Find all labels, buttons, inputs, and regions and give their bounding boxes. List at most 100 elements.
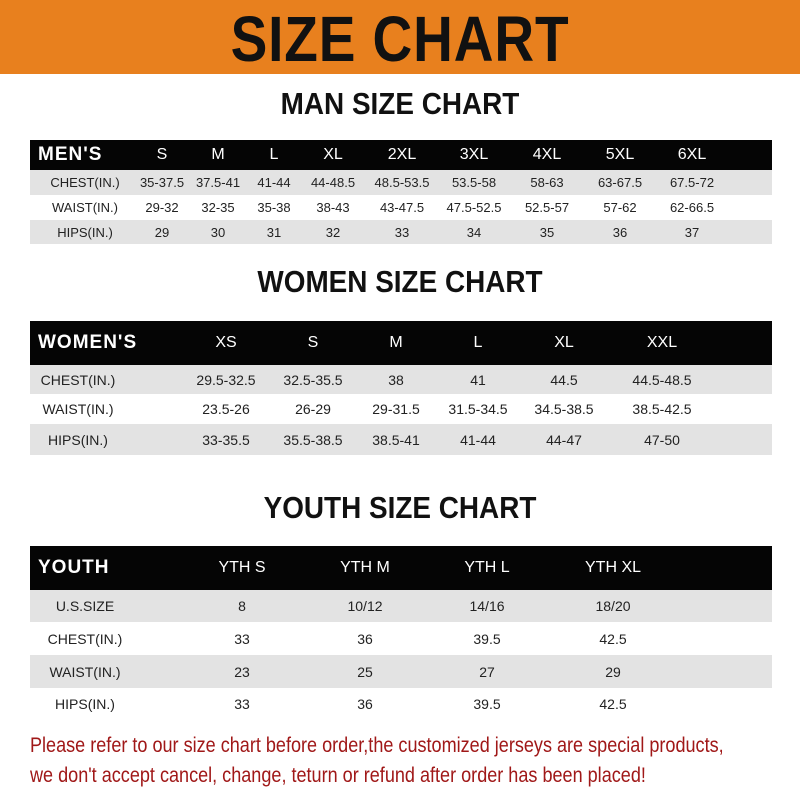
size-column-header: M bbox=[389, 334, 403, 351]
measurement-label: WAIST(IN.) bbox=[42, 401, 114, 417]
table-row: CHEST(IN.) 35-37.5 37.5-41 41-44 44-48.5 48.5… bbox=[30, 170, 772, 195]
table-cell: 41 bbox=[470, 371, 486, 388]
table-cell: 32 bbox=[325, 224, 341, 240]
table-cell: 42.5 bbox=[599, 630, 627, 647]
size-column-header: 4XL bbox=[532, 146, 562, 163]
size-column-header: L bbox=[473, 334, 483, 351]
table-cell: 42.5 bbox=[599, 696, 627, 712]
table-cell: 39.5 bbox=[473, 630, 501, 647]
measurement-label: WAIST(IN.) bbox=[52, 200, 118, 215]
table-row: CHEST(IN.) 33 36 39.5 42.5 bbox=[30, 622, 772, 655]
table-cell: 33 bbox=[234, 630, 250, 647]
table-cell: 29 bbox=[605, 663, 621, 680]
table-cell: 48.5-53.5 bbox=[374, 175, 430, 190]
size-column-header: M bbox=[211, 146, 225, 163]
table-cell: 33 bbox=[394, 224, 410, 240]
table-row: WAIST(IN.) 23.5-26 26-29 29-31.5 31.5-34.5 34… bbox=[30, 394, 772, 424]
size-column-header: XXL bbox=[646, 334, 678, 351]
youth-section-title: YOUTH SIZE CHART bbox=[263, 490, 537, 525]
size-column-header: L bbox=[269, 146, 279, 163]
table-cell: 44.5 bbox=[550, 371, 578, 388]
measurement-label: CHEST(IN.) bbox=[40, 371, 116, 388]
size-column-header: 6XL bbox=[677, 146, 707, 163]
footer-notice-line-1: Please refer to our size chart before or… bbox=[30, 734, 724, 757]
size-column-header: XL bbox=[554, 334, 574, 351]
men-section-title: MAN SIZE CHART bbox=[280, 86, 520, 121]
youth-header-row: YOUTH YTH S YTH M YTH L YTH XL bbox=[30, 546, 772, 590]
table-cell: 33-35.5 bbox=[202, 431, 250, 448]
size-column-header: S bbox=[307, 334, 319, 351]
table-category-label: WOMEN'S bbox=[38, 332, 138, 353]
table-cell: 52.5-57 bbox=[524, 200, 570, 215]
table-cell: 44.5-48.5 bbox=[632, 371, 692, 388]
measurement-label: HIPS(IN.) bbox=[57, 224, 113, 240]
table-cell: 39.5 bbox=[473, 696, 501, 712]
size-column-header: 5XL bbox=[605, 146, 635, 163]
women-header-row: WOMEN'S XS S M L XL XXL bbox=[30, 321, 772, 365]
table-cell: 34 bbox=[466, 224, 482, 240]
table-cell: 18/20 bbox=[595, 598, 631, 614]
table-cell: 38.5-42.5 bbox=[632, 401, 692, 417]
table-cell: 31 bbox=[266, 224, 282, 240]
measurement-label: CHEST(IN.) bbox=[47, 630, 123, 647]
table-cell: 23 bbox=[234, 663, 250, 680]
table-row: U.S.SIZE 8 10/12 14/16 18/20 bbox=[30, 590, 772, 622]
size-column-header: XS bbox=[215, 334, 237, 351]
table-cell: 38.5-41 bbox=[372, 431, 420, 448]
size-column-header: YTH L bbox=[464, 559, 510, 576]
table-cell: 36 bbox=[357, 630, 373, 647]
table-cell: 35 bbox=[539, 224, 555, 240]
table-cell: 10/12 bbox=[347, 598, 383, 614]
table-cell: 41-44 bbox=[257, 175, 291, 190]
table-cell: 35-37.5 bbox=[139, 175, 185, 190]
table-row: WAIST(IN.) 23 25 27 29 bbox=[30, 655, 772, 688]
table-cell: 38 bbox=[388, 371, 404, 388]
footer-notice-line-2: we don't accept cancel, change, teturn o… bbox=[30, 764, 646, 787]
measurement-label: CHEST(IN.) bbox=[50, 175, 120, 190]
table-category-label: YOUTH bbox=[38, 557, 110, 578]
banner: SIZE CHART bbox=[0, 0, 800, 75]
table-cell: 57-62 bbox=[603, 200, 637, 215]
table-cell: 37 bbox=[684, 224, 700, 240]
table-cell: 29 bbox=[154, 224, 170, 240]
table-cell: 25 bbox=[357, 663, 373, 680]
table-cell: 29-32 bbox=[145, 200, 179, 215]
table-cell: 8 bbox=[238, 598, 246, 614]
table-cell: 58-63 bbox=[530, 175, 564, 190]
size-column-header: S bbox=[156, 146, 168, 163]
men-header-row: MEN'S S M L XL 2XL 3XL 4XL 5XL 6XL bbox=[30, 140, 772, 170]
table-cell: 33 bbox=[234, 696, 250, 712]
table-row: HIPS(IN.) 33-35.5 35.5-38.5 38.5-41 41-44 44-… bbox=[30, 424, 772, 455]
table-cell: 47.5-52.5 bbox=[446, 200, 502, 215]
measurement-label: HIPS(IN.) bbox=[55, 696, 115, 712]
table-category-label: MEN'S bbox=[38, 144, 103, 165]
table-cell: 29-31.5 bbox=[372, 401, 420, 417]
table-cell: 62-66.5 bbox=[669, 200, 715, 215]
women-section-title: WOMEN SIZE CHART bbox=[257, 264, 543, 299]
measurement-label: WAIST(IN.) bbox=[49, 663, 121, 680]
table-cell: 63-67.5 bbox=[597, 175, 643, 190]
table-cell: 47-50 bbox=[644, 431, 680, 448]
table-cell: 30 bbox=[210, 224, 226, 240]
size-column-header: YTH M bbox=[340, 559, 390, 576]
size-column-header: 2XL bbox=[387, 146, 417, 163]
table-cell: 41-44 bbox=[460, 431, 496, 448]
table-cell: 67.5-72 bbox=[669, 175, 715, 190]
table-cell: 35-38 bbox=[257, 200, 291, 215]
table-cell: 31.5-34.5 bbox=[448, 401, 508, 417]
table-cell: 37.5-41 bbox=[195, 175, 241, 190]
table-cell: 32.5-35.5 bbox=[283, 371, 343, 388]
table-cell: 14/16 bbox=[469, 598, 505, 614]
table-row: HIPS(IN.) 33 36 39.5 42.5 bbox=[30, 688, 772, 720]
table-cell: 44-47 bbox=[546, 431, 582, 448]
banner-title: SIZE CHART bbox=[230, 3, 570, 75]
table-cell: 35.5-38.5 bbox=[283, 431, 343, 448]
size-column-header: 3XL bbox=[459, 146, 489, 163]
measurement-label: HIPS(IN.) bbox=[48, 431, 108, 448]
table-cell: 29.5-32.5 bbox=[196, 371, 256, 388]
table-cell: 23.5-26 bbox=[202, 401, 250, 417]
measurement-label: U.S.SIZE bbox=[55, 598, 115, 614]
table-cell: 32-35 bbox=[201, 200, 235, 215]
size-column-header: YTH S bbox=[218, 559, 266, 576]
size-column-header: XL bbox=[323, 146, 343, 163]
